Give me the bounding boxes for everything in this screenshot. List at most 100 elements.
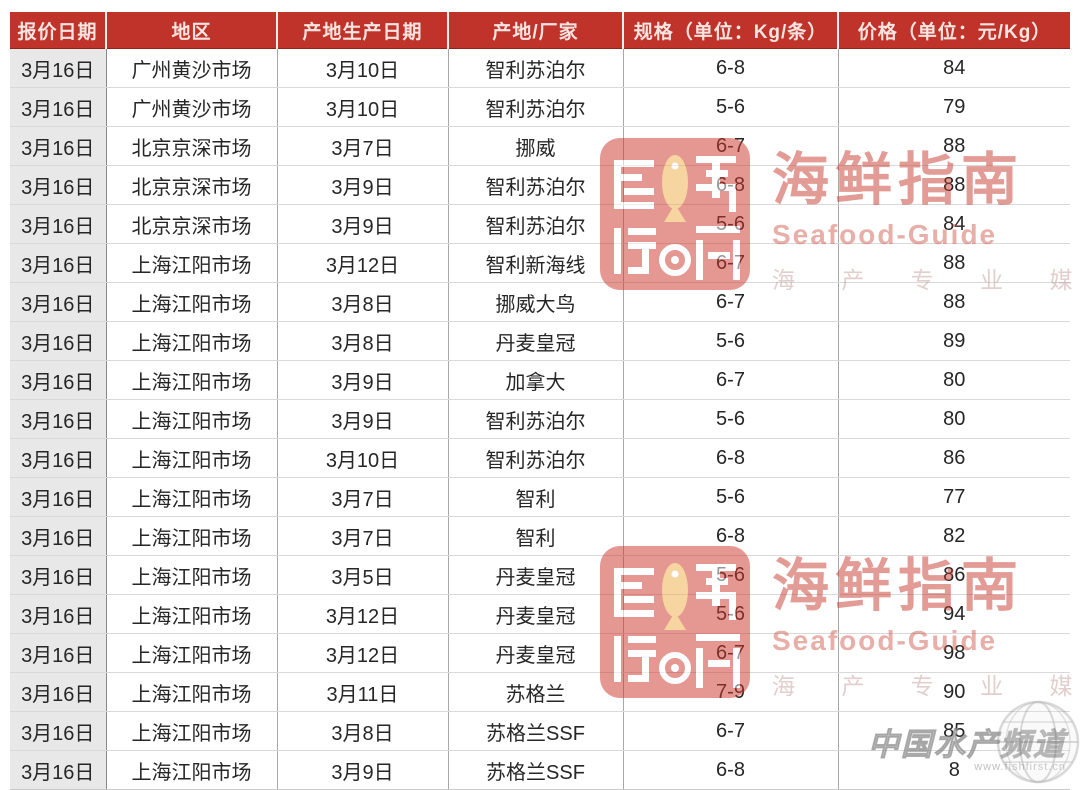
cell-price: 88 <box>838 282 1070 322</box>
cell-production-date: 3月8日 <box>277 282 449 322</box>
cell-quote-date: 3月16日 <box>10 243 107 283</box>
cell-origin: 挪威 <box>448 126 624 166</box>
cell-origin: 智利苏泊尔 <box>448 204 624 244</box>
cell-spec: 6-8 <box>623 438 839 478</box>
cell-production-date: 3月5日 <box>277 555 449 595</box>
cell-region: 上海江阳市场 <box>106 750 278 790</box>
cell-region: 北京京深市场 <box>106 204 278 244</box>
cell-quote-date: 3月16日 <box>10 555 107 595</box>
cell-production-date: 3月9日 <box>277 399 449 439</box>
cell-origin: 智利苏泊尔 <box>448 87 624 127</box>
cell-production-date: 3月10日 <box>277 438 449 478</box>
cell-spec: 5-6 <box>623 594 839 634</box>
cell-quote-date: 3月16日 <box>10 438 107 478</box>
cell-price: 86 <box>838 555 1070 595</box>
cell-spec: 6-8 <box>623 48 839 88</box>
cell-region: 上海江阳市场 <box>106 438 278 478</box>
table-row: 3月16日 广州黄沙市场 3月10日 智利苏泊尔 6-8 84 <box>10 48 1070 88</box>
table-row: 3月16日 上海江阳市场 3月11日 苏格兰 7-9 90 <box>10 672 1070 712</box>
table-row: 3月16日 上海江阳市场 3月12日 智利新海线 6-7 88 <box>10 243 1070 283</box>
cell-origin: 智利 <box>448 477 624 517</box>
cell-region: 上海江阳市场 <box>106 594 278 634</box>
header-price: 价格（单位：元/Kg） <box>838 12 1070 49</box>
cell-region: 北京京深市场 <box>106 126 278 166</box>
cell-origin: 智利苏泊尔 <box>448 165 624 205</box>
header-row: 报价日期 地区 产地生产日期 产地/厂家 规格（单位：Kg/条） 价格（单位：元… <box>10 12 1070 49</box>
cell-price: 90 <box>838 672 1070 712</box>
cell-production-date: 3月11日 <box>277 672 449 712</box>
cell-region: 广州黄沙市场 <box>106 87 278 127</box>
cell-spec: 6-7 <box>623 243 839 283</box>
cell-production-date: 3月10日 <box>277 87 449 127</box>
cell-quote-date: 3月16日 <box>10 321 107 361</box>
cell-price: 80 <box>838 360 1070 400</box>
cell-price: 94 <box>838 594 1070 634</box>
cell-spec: 6-7 <box>623 282 839 322</box>
cell-price: 84 <box>838 48 1070 88</box>
table-row: 3月16日 北京京深市场 3月7日 挪威 6-7 88 <box>10 126 1070 166</box>
table-row: 3月16日 上海江阳市场 3月9日 苏格兰SSF 6-8 8 <box>10 750 1070 790</box>
cell-price: 88 <box>838 165 1070 205</box>
table-body: 3月16日 广州黄沙市场 3月10日 智利苏泊尔 6-8 84 3月16日 广州… <box>10 48 1070 790</box>
cell-quote-date: 3月16日 <box>10 399 107 439</box>
cell-production-date: 3月7日 <box>277 477 449 517</box>
cell-production-date: 3月12日 <box>277 633 449 673</box>
cell-quote-date: 3月16日 <box>10 126 107 166</box>
cell-region: 上海江阳市场 <box>106 243 278 283</box>
cell-spec: 6-8 <box>623 750 839 790</box>
table-row: 3月16日 北京京深市场 3月9日 智利苏泊尔 5-6 84 <box>10 204 1070 244</box>
cell-price: 79 <box>838 87 1070 127</box>
cell-quote-date: 3月16日 <box>10 165 107 205</box>
cell-spec: 6-8 <box>623 516 839 556</box>
cell-production-date: 3月7日 <box>277 126 449 166</box>
cell-production-date: 3月8日 <box>277 711 449 751</box>
cell-origin: 智利 <box>448 516 624 556</box>
table-row: 3月16日 上海江阳市场 3月7日 智利 5-6 77 <box>10 477 1070 517</box>
table-row: 3月16日 上海江阳市场 3月8日 苏格兰SSF 6-7 85 <box>10 711 1070 751</box>
cell-origin: 苏格兰 <box>448 672 624 712</box>
cell-spec: 7-9 <box>623 672 839 712</box>
cell-region: 上海江阳市场 <box>106 672 278 712</box>
cell-origin: 苏格兰SSF <box>448 711 624 751</box>
cell-origin: 加拿大 <box>448 360 624 400</box>
cell-origin: 智利苏泊尔 <box>448 48 624 88</box>
cell-price: 88 <box>838 243 1070 283</box>
cell-quote-date: 3月16日 <box>10 516 107 556</box>
header-production-date: 产地生产日期 <box>277 12 449 49</box>
cell-spec: 5-6 <box>623 204 839 244</box>
table-row: 3月16日 上海江阳市场 3月8日 丹麦皇冠 5-6 89 <box>10 321 1070 361</box>
cell-quote-date: 3月16日 <box>10 477 107 517</box>
cell-spec: 5-6 <box>623 555 839 595</box>
cell-spec: 5-6 <box>623 321 839 361</box>
table-row: 3月16日 广州黄沙市场 3月10日 智利苏泊尔 5-6 79 <box>10 87 1070 127</box>
cell-spec: 6-7 <box>623 711 839 751</box>
cell-origin: 挪威大鸟 <box>448 282 624 322</box>
cell-spec: 6-8 <box>623 165 839 205</box>
cell-quote-date: 3月16日 <box>10 360 107 400</box>
table-row: 3月16日 上海江阳市场 3月12日 丹麦皇冠 5-6 94 <box>10 594 1070 634</box>
cell-spec: 6-7 <box>623 126 839 166</box>
cell-production-date: 3月9日 <box>277 204 449 244</box>
cell-price: 85 <box>838 711 1070 751</box>
cell-price: 98 <box>838 633 1070 673</box>
cell-spec: 5-6 <box>623 477 839 517</box>
cell-quote-date: 3月16日 <box>10 633 107 673</box>
cell-quote-date: 3月16日 <box>10 672 107 712</box>
cell-quote-date: 3月16日 <box>10 750 107 790</box>
cell-price: 88 <box>838 126 1070 166</box>
price-table: 报价日期 地区 产地生产日期 产地/厂家 规格（单位：Kg/条） 价格（单位：元… <box>10 12 1070 790</box>
cell-quote-date: 3月16日 <box>10 594 107 634</box>
cell-spec: 5-6 <box>623 87 839 127</box>
table-header: 报价日期 地区 产地生产日期 产地/厂家 规格（单位：Kg/条） 价格（单位：元… <box>10 12 1070 49</box>
cell-spec: 5-6 <box>623 399 839 439</box>
cell-region: 上海江阳市场 <box>106 555 278 595</box>
cell-production-date: 3月7日 <box>277 516 449 556</box>
cell-production-date: 3月12日 <box>277 594 449 634</box>
cell-spec: 6-7 <box>623 633 839 673</box>
cell-price: 86 <box>838 438 1070 478</box>
table-row: 3月16日 上海江阳市场 3月8日 挪威大鸟 6-7 88 <box>10 282 1070 322</box>
cell-region: 上海江阳市场 <box>106 321 278 361</box>
cell-origin: 丹麦皇冠 <box>448 633 624 673</box>
cell-origin: 丹麦皇冠 <box>448 555 624 595</box>
